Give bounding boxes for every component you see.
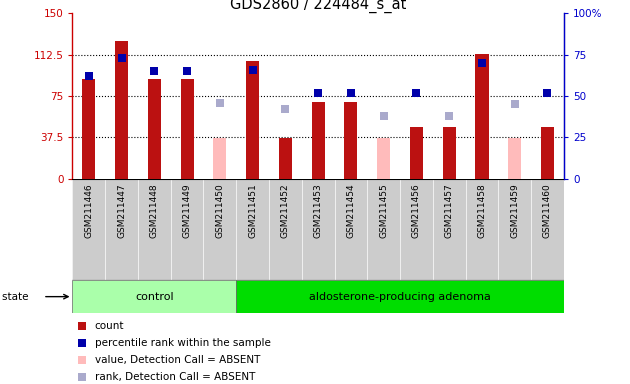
Text: GSM211460: GSM211460 (543, 184, 552, 238)
Text: GSM211459: GSM211459 (510, 184, 519, 238)
Text: GSM211456: GSM211456 (412, 184, 421, 238)
Bar (181, 79, 193, 179)
Text: GSM211453: GSM211453 (314, 184, 323, 238)
Text: GSM211457: GSM211457 (445, 184, 454, 238)
Bar (410, 127, 423, 179)
Text: GSM211450: GSM211450 (215, 184, 224, 238)
Text: GSM211451: GSM211451 (248, 184, 257, 238)
Bar (115, 41, 128, 179)
Bar (476, 54, 488, 179)
Text: GSM211454: GSM211454 (346, 184, 355, 238)
Text: GSM211446: GSM211446 (84, 184, 93, 238)
Bar (279, 138, 292, 179)
Text: GSM211448: GSM211448 (150, 184, 159, 238)
Bar (246, 61, 259, 179)
Bar (312, 101, 324, 179)
Bar (214, 138, 226, 179)
Text: aldosterone-producing adenoma: aldosterone-producing adenoma (309, 291, 491, 302)
Text: GSM211447: GSM211447 (117, 184, 126, 238)
Bar (345, 101, 357, 179)
Bar (541, 127, 554, 179)
Bar (72, 280, 236, 313)
Text: GSM211458: GSM211458 (478, 184, 486, 238)
Text: GSM211455: GSM211455 (379, 184, 388, 238)
Bar (236, 280, 564, 313)
Text: control: control (135, 291, 174, 302)
Text: GSM211449: GSM211449 (183, 184, 192, 238)
Text: rank, Detection Call = ABSENT: rank, Detection Call = ABSENT (94, 372, 255, 382)
Text: count: count (94, 321, 124, 331)
Text: value, Detection Call = ABSENT: value, Detection Call = ABSENT (94, 355, 260, 365)
Text: disease state: disease state (0, 291, 28, 302)
Bar (148, 79, 161, 179)
Text: GSM211452: GSM211452 (281, 184, 290, 238)
Bar (508, 138, 521, 179)
Text: percentile rank within the sample: percentile rank within the sample (94, 338, 270, 348)
Bar (377, 138, 390, 179)
Title: GDS2860 / 224484_s_at: GDS2860 / 224484_s_at (230, 0, 406, 13)
Bar (443, 127, 455, 179)
Bar (83, 79, 95, 179)
